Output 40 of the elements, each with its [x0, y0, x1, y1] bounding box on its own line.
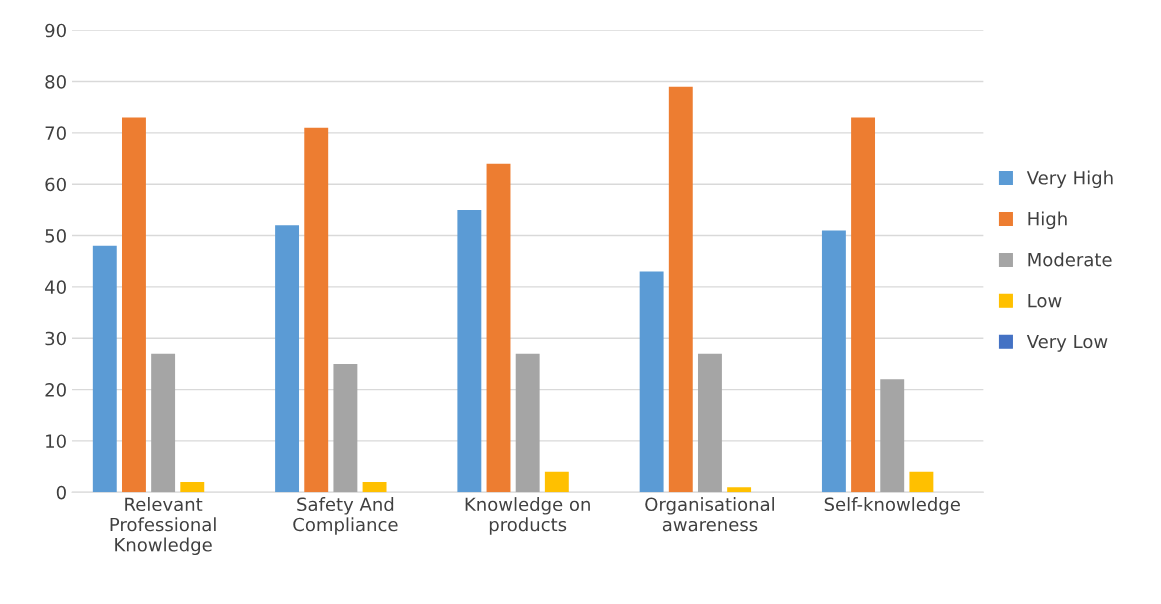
- y-tick-label: 90: [45, 23, 66, 38]
- y-tick-label: 70: [45, 126, 66, 140]
- y-tick-label: 0: [56, 485, 66, 500]
- bar: [668, 86, 693, 493]
- bar: [275, 225, 300, 493]
- bar: [304, 127, 329, 493]
- legend-label: Very High: [1026, 170, 1113, 189]
- bar: [180, 481, 205, 493]
- y-tick-label: 60: [45, 177, 66, 192]
- x-tick-label: Safety And Compliance: [293, 497, 398, 535]
- y-tick-label: 20: [45, 383, 66, 397]
- bar: [880, 379, 905, 493]
- bar: [639, 271, 664, 493]
- x-tick-label: Organisational awareness: [645, 497, 774, 532]
- bar: [151, 353, 176, 493]
- bar: [515, 353, 540, 493]
- bar: [486, 163, 511, 493]
- bar: [122, 117, 146, 493]
- x-tick-label: Knowledge on products: [465, 497, 590, 535]
- y-tick-label: 40: [45, 280, 66, 295]
- bar: [851, 117, 876, 493]
- bar: [457, 209, 482, 493]
- x-tick-label: Self-knowledge: [824, 497, 960, 515]
- y-tick-label: 10: [46, 434, 66, 449]
- bar: [727, 487, 752, 493]
- legend-label: Moderate: [1028, 252, 1112, 267]
- y-tick-label: 50: [45, 229, 66, 243]
- legend-label: Low: [1028, 294, 1062, 308]
- y-tick-label: 30: [45, 331, 66, 346]
- x-tick-label: Relevant Professional Knowledge: [110, 497, 216, 556]
- y-tick-label: 80: [45, 75, 66, 89]
- bar: [697, 353, 722, 493]
- bar: [821, 230, 846, 493]
- legend-label: High: [1028, 211, 1067, 230]
- legend-label: Very Low: [1026, 334, 1108, 352]
- bar: [909, 471, 934, 493]
- bar: [362, 481, 387, 493]
- bar: [333, 363, 358, 493]
- bar: [544, 471, 569, 493]
- bar: [92, 245, 117, 493]
